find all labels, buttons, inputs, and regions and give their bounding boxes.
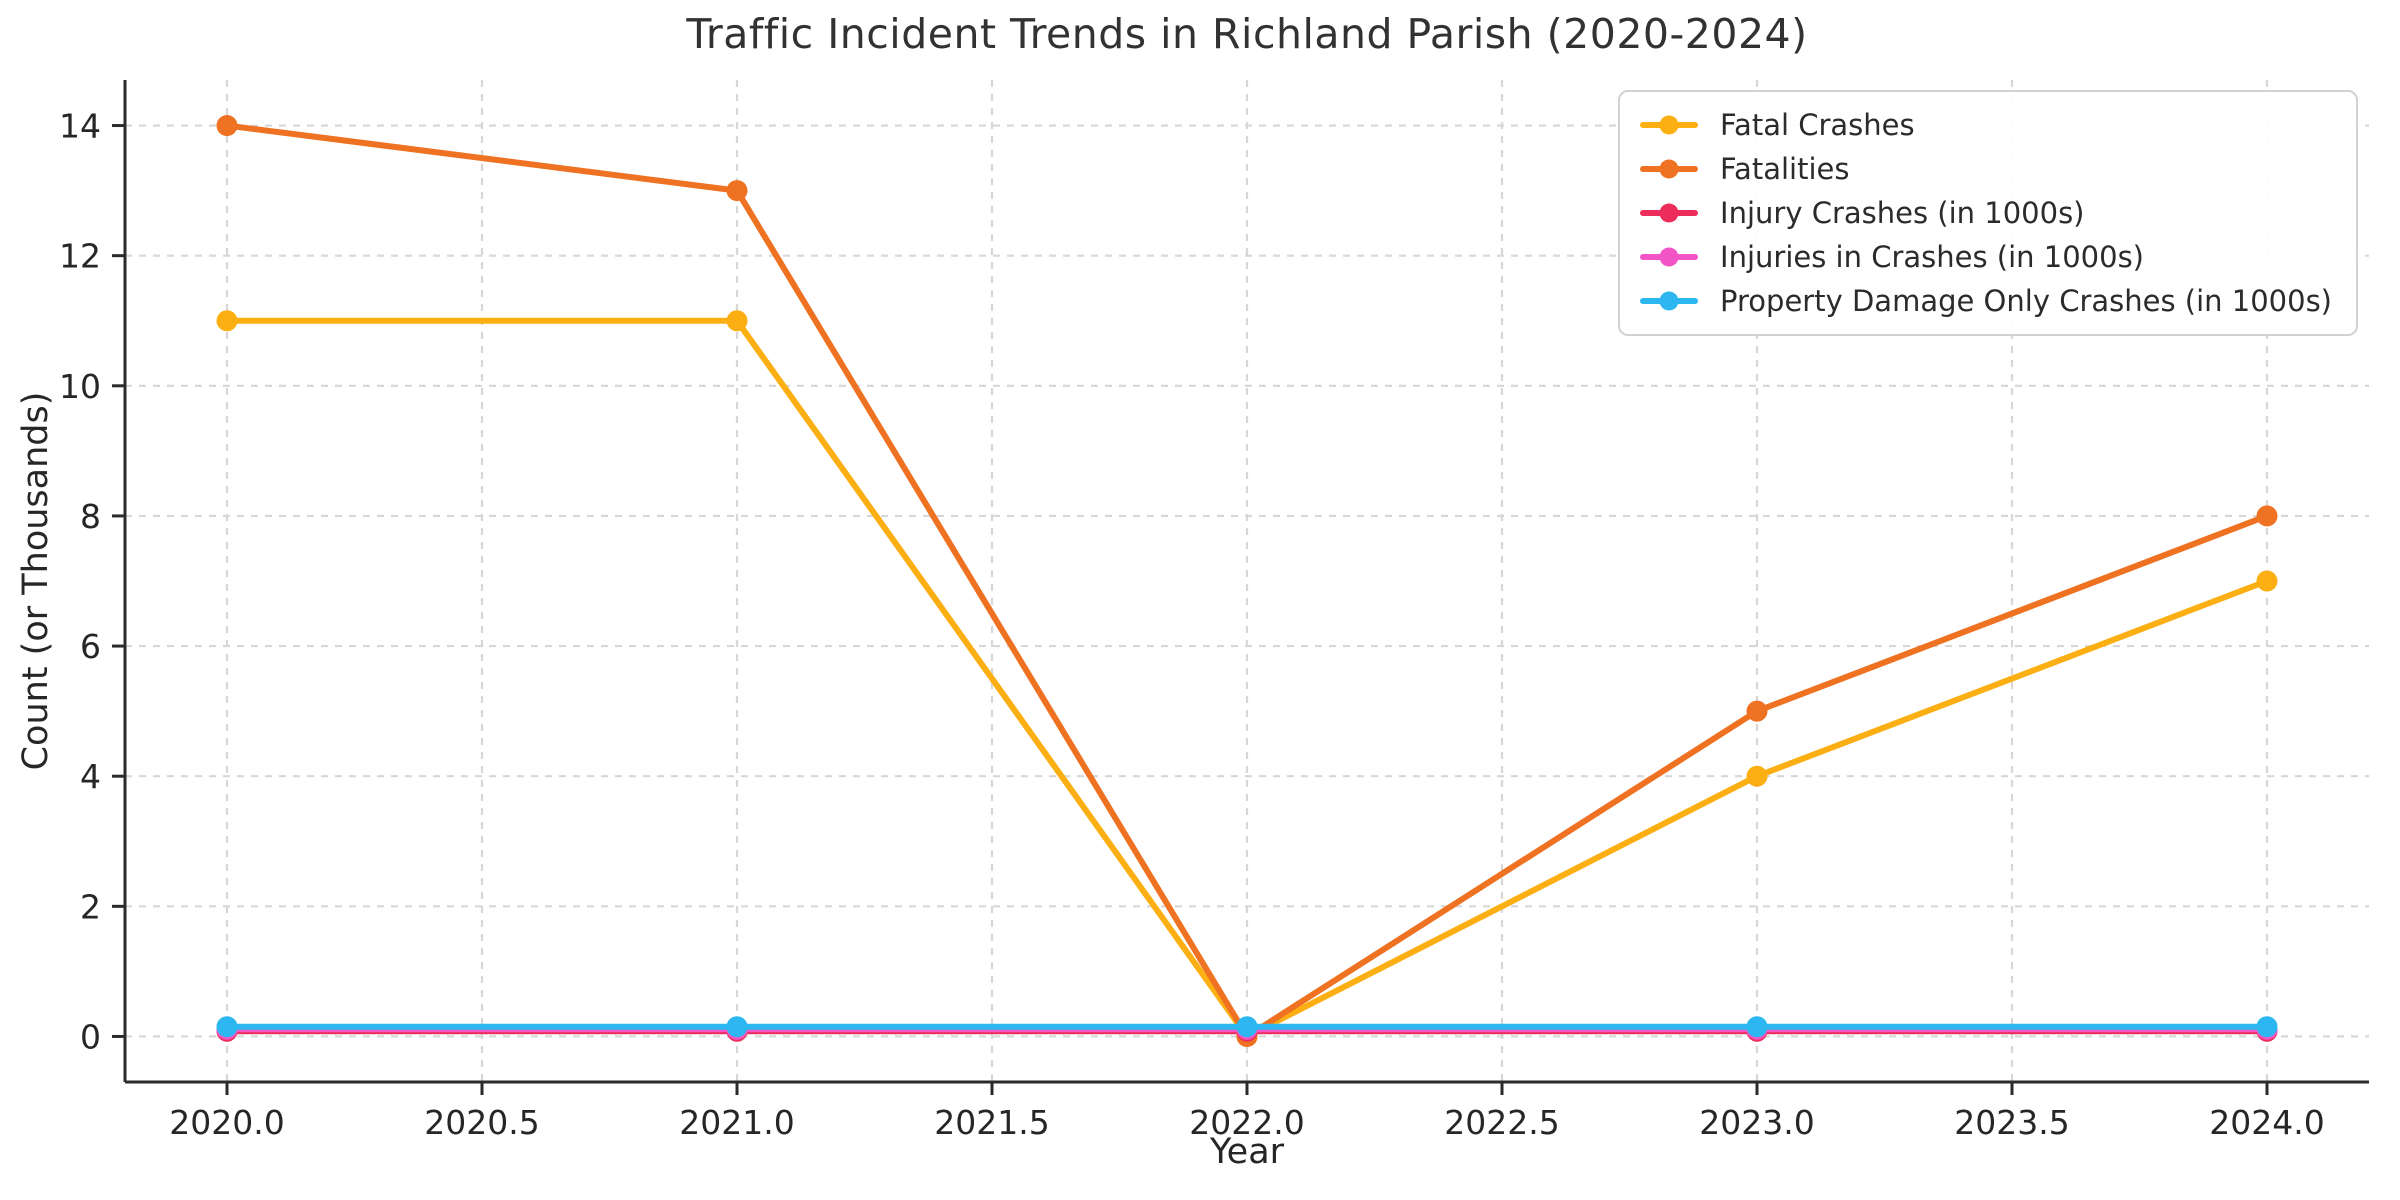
legend-item-fatalities: Fatalities: [1640, 152, 2332, 186]
legend-item-injuries-in-crashes: Injuries in Crashes (in 1000s): [1640, 240, 2332, 274]
data-point-fatalities: [1746, 700, 1768, 722]
y-tick-label: 0: [80, 1017, 101, 1056]
line-marker-swatch-icon: [1640, 210, 1699, 216]
y-axis-label: Count (or Thousands): [16, 391, 56, 771]
x-tick-label: 2023.5: [1954, 1103, 2069, 1142]
series-line-fatal-crashes: [224, 317, 2270, 1040]
data-point-fatalities: [2256, 505, 2278, 527]
chart-title: Traffic Incident Trends in Richland Pari…: [686, 10, 1808, 58]
legend-label: Injury Crashes (in 1000s): [1720, 196, 2085, 230]
data-point-fatalities: [216, 115, 238, 137]
data-point-property-damage-only-crashes-in-1000s: [726, 1016, 748, 1038]
data-point-property-damage-only-crashes-in-1000s: [1746, 1016, 1768, 1038]
x-tick-label: 2023.0: [1699, 1103, 1814, 1142]
legend: Fatal Crashes Fatalities Injury Crashes …: [1618, 90, 2358, 336]
y-tick-label: 14: [59, 107, 101, 146]
data-point-fatal-crashes: [726, 310, 748, 332]
y-tick-label: 6: [80, 627, 101, 666]
x-tick-label: 2022.0: [1189, 1103, 1304, 1142]
x-tick-label: 2022.5: [1444, 1103, 1559, 1142]
line-marker-swatch-icon: [1640, 254, 1699, 260]
y-tick-label: 10: [59, 367, 101, 406]
legend-item-injury-crashes: Injury Crashes (in 1000s): [1640, 196, 2332, 230]
legend-item-property-damage-only-crashes: Property Damage Only Crashes (in 1000s): [1640, 284, 2332, 318]
line-marker-swatch-icon: [1640, 298, 1699, 304]
line-marker-swatch-icon: [1640, 166, 1699, 172]
data-point-property-damage-only-crashes-in-1000s: [1236, 1016, 1258, 1038]
x-tick-label: 2020.5: [424, 1103, 539, 1142]
y-tick-label: 8: [80, 497, 101, 536]
data-point-fatalities: [726, 180, 748, 202]
data-point-property-damage-only-crashes-in-1000s: [2256, 1016, 2278, 1038]
y-tick-label: 12: [59, 237, 101, 276]
x-tick-label: 2024.0: [2209, 1103, 2324, 1142]
data-point-property-damage-only-crashes-in-1000s: [216, 1016, 238, 1038]
x-tick-label: 2021.5: [934, 1103, 1049, 1142]
data-point-fatal-crashes: [1746, 765, 1768, 787]
legend-item-fatal-crashes: Fatal Crashes: [1640, 108, 2332, 142]
x-axis-label: Year: [1209, 1132, 1285, 1172]
legend-label: Injuries in Crashes (in 1000s): [1720, 240, 2145, 274]
legend-label: Fatal Crashes: [1720, 108, 1915, 142]
data-point-fatal-crashes: [2256, 570, 2278, 592]
legend-label: Fatalities: [1720, 152, 1850, 186]
line-marker-swatch-icon: [1640, 122, 1699, 128]
legend-label: Property Damage Only Crashes (in 1000s): [1720, 284, 2332, 318]
x-tick-label: 2020.0: [169, 1103, 284, 1142]
x-tick-label: 2021.0: [679, 1103, 794, 1142]
y-tick-label: 4: [80, 757, 101, 796]
data-point-fatal-crashes: [216, 310, 238, 332]
y-tick-label: 2: [80, 887, 101, 926]
